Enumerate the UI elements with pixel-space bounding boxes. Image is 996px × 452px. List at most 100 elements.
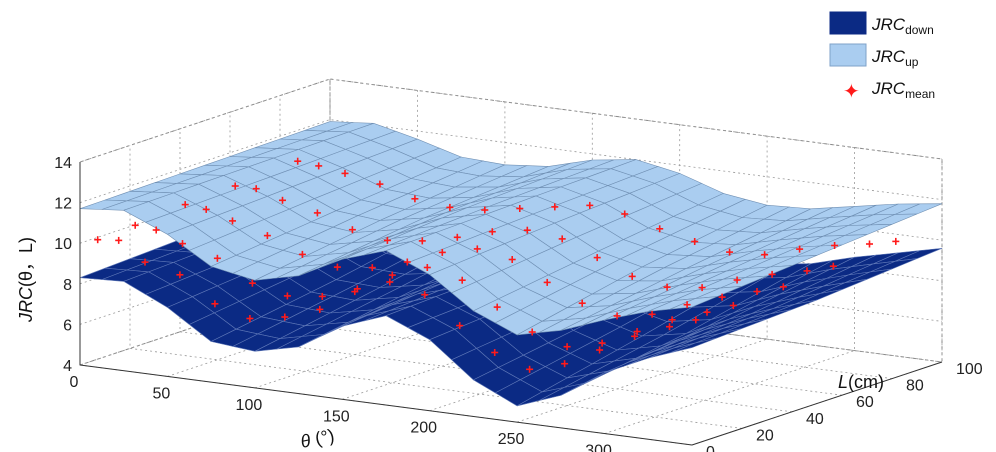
mean-point (488, 228, 496, 236)
mean-point (543, 278, 551, 286)
mean-point (733, 276, 741, 284)
mean-point (252, 185, 260, 193)
mean-point (779, 283, 787, 291)
mean-point (458, 276, 466, 284)
l-axis-line (691, 361, 943, 446)
mean-point (729, 302, 737, 309)
mean-point (423, 264, 431, 271)
theta-tick-0: 0 (70, 374, 79, 391)
mean-point (768, 270, 776, 278)
mean-point (421, 291, 429, 299)
mean-point (313, 209, 321, 217)
mean-point (631, 332, 639, 340)
mean-point (508, 256, 516, 263)
mean-point (698, 284, 706, 292)
grid-l-40 (179, 128, 793, 413)
theta-tick-50: 50 (153, 385, 171, 402)
mean-point (456, 322, 464, 330)
mean-point (341, 169, 349, 177)
mean-point (298, 250, 306, 258)
mean-point (202, 205, 210, 213)
jrc-mean-points (94, 157, 900, 373)
z-axis-label: JRC(θ，L) (16, 237, 36, 323)
mean-point (561, 360, 569, 368)
mean-point (761, 251, 769, 259)
theta-tick-150: 150 (323, 408, 350, 425)
mean-point (663, 283, 671, 291)
mean-point (831, 242, 839, 249)
mean-point (246, 315, 254, 322)
mean-point (152, 226, 160, 234)
legend-marker-mean: ✦ (843, 79, 860, 103)
mean-point (691, 238, 699, 245)
mean-point (718, 293, 726, 301)
mean-point (315, 162, 323, 170)
mean-point (613, 312, 621, 320)
mean-point (753, 288, 761, 295)
mean-point (523, 226, 531, 234)
grid-l-100 (329, 79, 943, 363)
mean-point (551, 203, 559, 211)
mean-point (213, 254, 221, 262)
mean-point (446, 203, 454, 211)
mean-point (294, 157, 302, 165)
l-tick-20: 20 (756, 427, 774, 444)
grid-l-60 (229, 112, 843, 396)
z-tick-8: 8 (63, 277, 72, 294)
mean-point (628, 272, 636, 280)
mean-point (386, 278, 394, 286)
mean-point (621, 210, 629, 218)
mean-point (683, 301, 691, 309)
mean-point (388, 271, 396, 279)
mean-point (351, 288, 359, 296)
mean-point (473, 245, 481, 253)
mean-point (115, 236, 123, 244)
tick-labels: 0501001502002503003500204060801004681012… (54, 155, 983, 452)
mean-point (231, 182, 239, 190)
theta-tick-200: 200 (410, 420, 437, 437)
mean-point (598, 339, 606, 347)
mean-point (558, 235, 566, 243)
mean-point (368, 264, 376, 272)
mean-point (803, 267, 811, 275)
grid-l-20 (129, 145, 743, 429)
mean-point (829, 262, 837, 270)
z-tick-10: 10 (54, 236, 72, 253)
mean-point (866, 240, 873, 248)
mean-point (593, 254, 601, 262)
theta-tick-100: 100 (236, 397, 263, 414)
theta-tick-300: 300 (585, 443, 612, 452)
mean-point (703, 308, 711, 316)
mean-point (263, 232, 271, 240)
mean-point (411, 195, 419, 203)
grid-z-14 (79, 78, 943, 163)
mean-point (892, 237, 900, 245)
mean-point (563, 343, 571, 351)
mean-point (176, 271, 184, 279)
mean-point (316, 305, 324, 313)
mean-point (229, 217, 236, 225)
mean-point (666, 323, 673, 331)
mean-point (248, 279, 256, 287)
mean-point (633, 328, 641, 335)
mean-point (281, 313, 289, 321)
mean-point (656, 225, 664, 233)
legend-swatch-up (829, 43, 867, 67)
legend-swatch-down (829, 11, 867, 35)
l-tick-80: 80 (906, 378, 924, 395)
theta-tick-250: 250 (498, 431, 525, 448)
mean-point (493, 303, 501, 311)
l-tick-60: 60 (856, 394, 874, 411)
mean-point (403, 258, 411, 266)
mean-point (94, 236, 102, 244)
mean-point (578, 299, 586, 307)
mean-point (333, 263, 341, 271)
l-tick-40: 40 (806, 411, 824, 428)
theta-axis-line (79, 364, 693, 446)
mean-point (383, 236, 391, 244)
legend: JRCdown JRCup ✦ JRCmean (829, 11, 935, 103)
axis-lines (79, 162, 943, 446)
mean-point (141, 258, 149, 266)
mean-point (648, 310, 656, 318)
